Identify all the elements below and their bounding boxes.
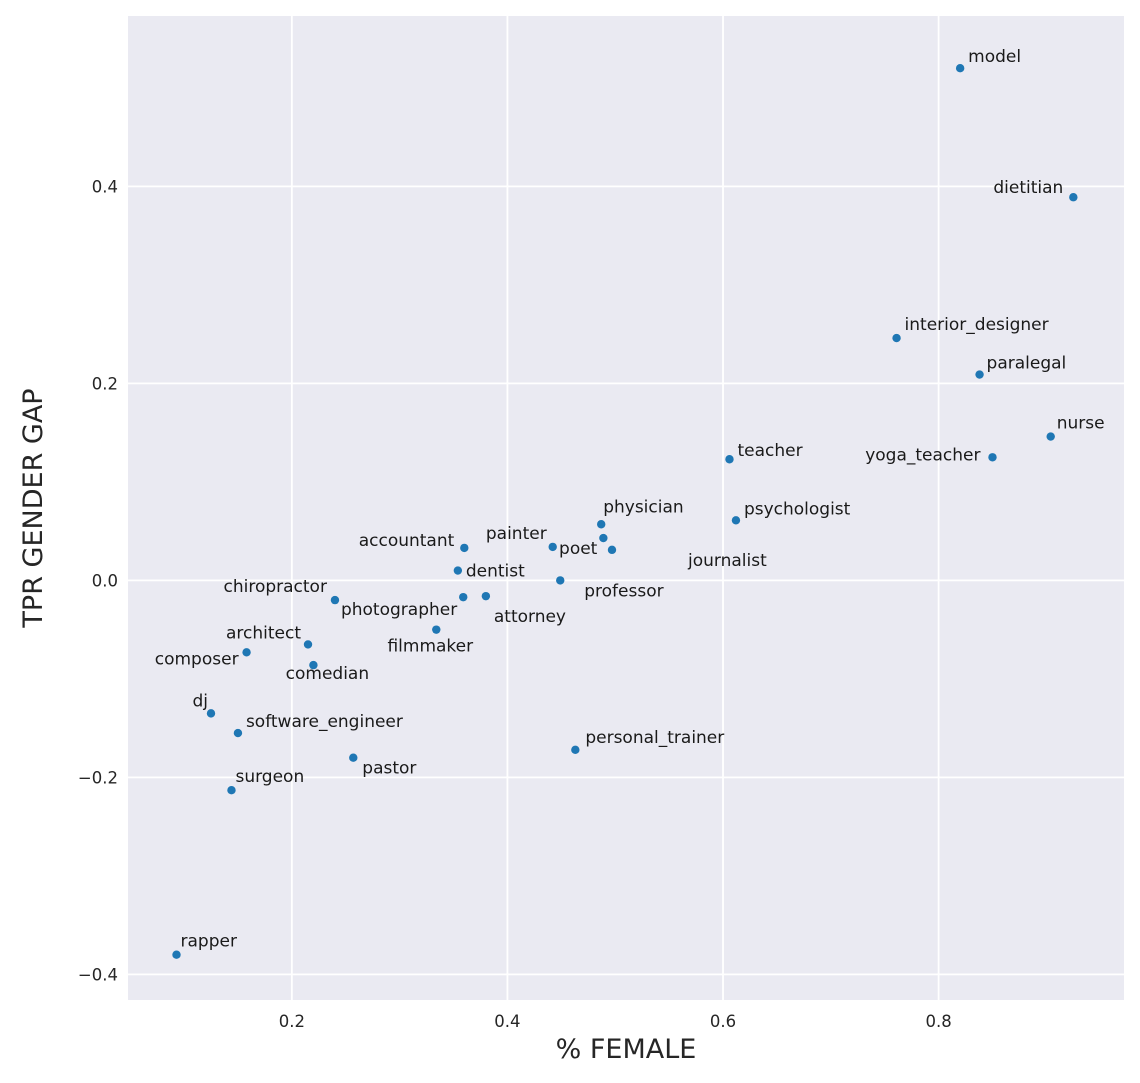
data-point — [597, 520, 606, 529]
point-label: surgeon — [235, 767, 304, 787]
plot-area — [128, 16, 1124, 1000]
point-label: journalist — [687, 551, 767, 571]
data-point — [309, 660, 318, 670]
point-label: chiropractor — [223, 577, 326, 597]
point-label: painter — [486, 524, 547, 544]
point-label: psychologist — [744, 499, 851, 519]
data-point — [172, 950, 181, 959]
data-point — [303, 640, 313, 649]
x-tick-labels: 0.2 0.4 0.6 0.8 — [279, 1012, 952, 1031]
point-label: software_engineer — [246, 712, 403, 732]
y-tick-label: 0.4 — [92, 177, 118, 196]
point-label: model — [968, 47, 1021, 67]
data-points — [172, 64, 1078, 959]
point-label: composer — [155, 649, 239, 669]
data-point — [481, 591, 491, 601]
x-tick-label: 0.2 — [279, 1012, 305, 1031]
point-label: filmmaker — [387, 637, 473, 657]
data-point — [206, 709, 216, 718]
point-label: poet — [559, 539, 598, 559]
data-point — [556, 576, 565, 585]
data-point — [725, 455, 734, 464]
x-tick-label: 0.4 — [494, 1012, 520, 1031]
data-point — [227, 785, 236, 795]
point-label: paralegal — [987, 354, 1067, 374]
y-tick-label: −0.4 — [78, 965, 118, 984]
y-tick-label: −0.2 — [78, 768, 118, 787]
data-point — [955, 64, 965, 73]
data-point — [571, 745, 580, 755]
point-label: attorney — [494, 607, 566, 627]
data-point — [330, 595, 340, 605]
data-point — [1046, 432, 1055, 441]
data-point — [459, 592, 468, 602]
point-label: photographer — [341, 600, 457, 620]
data-point — [349, 753, 358, 762]
data-point — [242, 648, 251, 657]
point-label: accountant — [359, 531, 455, 551]
data-point — [599, 533, 608, 543]
data-point — [975, 370, 984, 379]
y-tick-labels: −0.4 −0.2 0.0 0.2 0.4 — [78, 177, 118, 984]
point-label: dietitian — [993, 178, 1063, 198]
data-point — [453, 566, 463, 575]
point-label: comedian — [286, 664, 369, 684]
data-point — [1069, 193, 1078, 202]
y-tick-label: 0.2 — [92, 374, 118, 393]
point-label: physician — [603, 497, 683, 517]
point-label: dentist — [466, 562, 525, 582]
y-tick-label: 0.0 — [92, 571, 118, 590]
data-point — [731, 516, 741, 525]
data-point — [607, 545, 617, 555]
point-label: personal_trainer — [585, 728, 724, 748]
point-label: pastor — [362, 759, 416, 779]
point-label: professor — [584, 581, 663, 601]
point-label: rapper — [181, 932, 237, 952]
data-point — [432, 625, 441, 634]
data-point — [988, 453, 997, 462]
point-label: teacher — [737, 441, 802, 461]
point-label: interior_designer — [905, 315, 1049, 335]
data-point — [892, 333, 901, 343]
point-label: dj — [192, 691, 208, 711]
gridlines — [128, 16, 1124, 1000]
y-axis-title: TPR GENDER GAP — [18, 388, 49, 628]
point-labels: model dietitian interior_designer paralegal… — [155, 47, 1105, 951]
data-point — [460, 543, 469, 553]
data-point — [233, 728, 243, 738]
x-tick-label: 0.8 — [925, 1012, 951, 1031]
point-label: architect — [226, 623, 301, 643]
x-axis-title: % FEMALE — [556, 1034, 697, 1065]
point-label: yoga_teacher — [865, 445, 980, 465]
data-point — [548, 542, 557, 552]
point-label: nurse — [1057, 414, 1105, 434]
x-tick-label: 0.6 — [710, 1012, 736, 1031]
